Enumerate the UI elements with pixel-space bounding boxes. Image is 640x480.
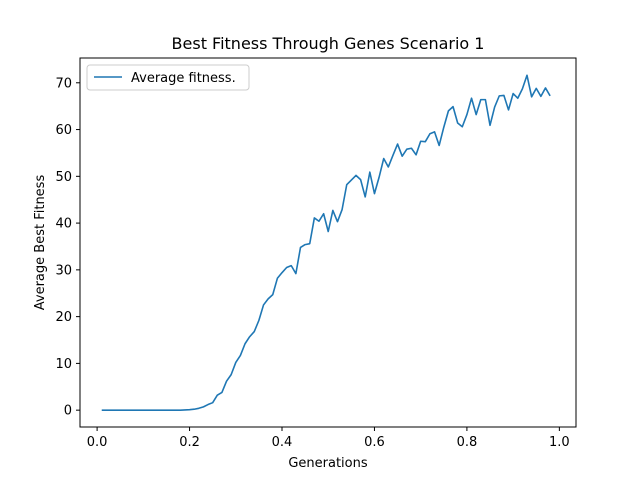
- x-tick-label: 0.6: [364, 435, 385, 450]
- x-tick-label: 0.2: [179, 435, 200, 450]
- x-tick-label: 1.0: [549, 435, 570, 450]
- plot-area: [101, 74, 551, 411]
- y-tick-label: 0: [64, 404, 72, 419]
- legend-label: Average fitness.: [131, 71, 236, 86]
- y-tick-label: 40: [55, 217, 72, 232]
- y-tick-label: 20: [55, 310, 72, 325]
- x-axis: 0.0 0.2 0.4 0.6 0.8 1.0: [87, 427, 570, 450]
- y-tick-label: 50: [55, 170, 72, 185]
- x-tick-label: 0.0: [87, 435, 108, 450]
- series-line-0: [101, 74, 551, 411]
- y-tick-label: 70: [55, 76, 72, 91]
- y-tick-label: 60: [55, 123, 72, 138]
- y-axis-label: Average Best Fitness: [33, 175, 48, 311]
- legend-box: [86, 64, 250, 91]
- x-axis-label: Generations: [288, 456, 368, 471]
- y-tick-label: 30: [55, 263, 72, 278]
- axes-frame: [79, 57, 577, 428]
- y-axis: 0 10 20 30 40 50 60 70: [55, 76, 80, 419]
- legend: Average fitness.: [86, 64, 250, 91]
- chart-title: Best Fitness Through Genes Scenario 1: [172, 34, 485, 53]
- x-tick-label: 0.8: [457, 435, 478, 450]
- x-tick-label: 0.4: [272, 435, 293, 450]
- y-tick-label: 10: [55, 357, 72, 372]
